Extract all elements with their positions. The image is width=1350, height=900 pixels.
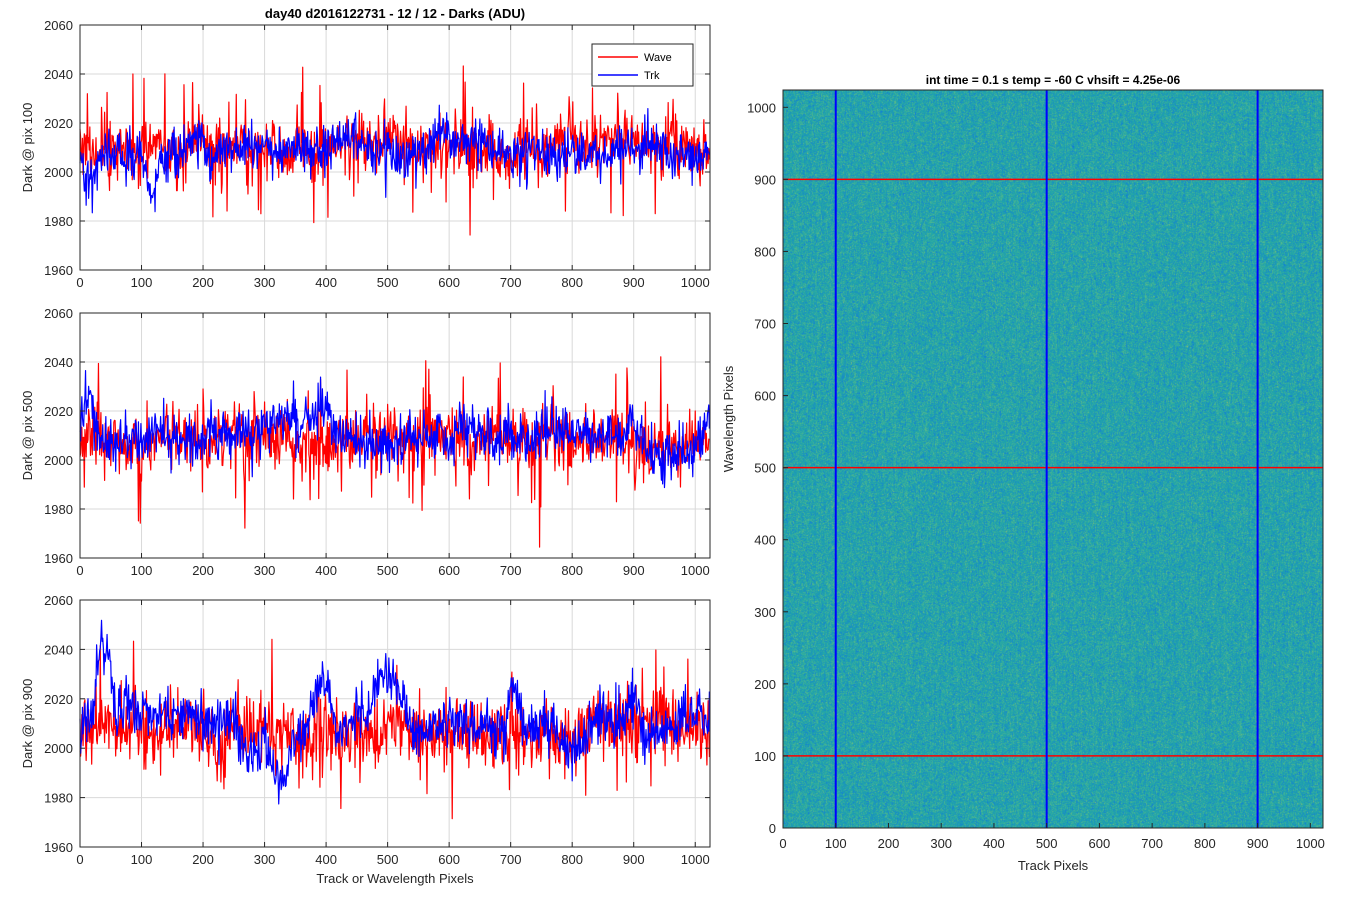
series-trk-line	[79, 370, 710, 489]
panel1-xtick-label: 400	[315, 563, 337, 578]
panel2-ytick-label: 2040	[44, 642, 73, 657]
heatmap-xtick-label: 600	[1089, 836, 1111, 851]
heatmap-xtick-label: 900	[1247, 836, 1269, 851]
panel2-ytick-label: 2060	[44, 593, 73, 608]
panel1-xtick-label: 200	[192, 563, 214, 578]
legend-box	[591, 43, 694, 87]
panel1-ytick-label: 2000	[44, 453, 73, 468]
panel0-xtick-label: 200	[192, 275, 214, 290]
panel1-xtick-label: 800	[561, 563, 583, 578]
legend: Wave Trk	[591, 43, 694, 87]
panel0-xtick-label: 100	[131, 275, 153, 290]
panel0-ytick-label: 2060	[44, 18, 73, 33]
panel0-ylabel: Dark @ pix 100	[20, 103, 35, 193]
panel1-ytick-label: 2060	[44, 306, 73, 321]
panel1-ytick-label: 1960	[44, 551, 73, 566]
heatmap-xtick-label: 800	[1194, 836, 1216, 851]
series-trk-line	[79, 104, 710, 214]
panel2-frame	[79, 599, 711, 848]
heatmap-xtick-label: 1000	[1296, 836, 1325, 851]
heatmap-ytick-label: 900	[754, 172, 776, 187]
heatmap-ytick-label: 1000	[747, 100, 776, 115]
panel1-frame	[79, 312, 711, 559]
heatmap-xtick-label: 100	[825, 836, 847, 851]
panel2-ytick-label: 1980	[44, 791, 73, 806]
panel1-xtick-label: 0	[76, 563, 83, 578]
heatmap-ytick-label: 500	[754, 461, 776, 476]
heatmap-ylabel: Wavelength Pixels	[721, 365, 736, 472]
heatmap-xtick-label: 300	[930, 836, 952, 851]
panel0-xtick-label: 600	[438, 275, 460, 290]
heatmap-ytick-label: 200	[754, 677, 776, 692]
panel2-ytick-label: 1960	[44, 840, 73, 855]
panel1-ytick-label: 1980	[44, 502, 73, 517]
line-chart-pix-900: 0 100 200 300 400 500 600 700 800 900 1000 1960 1980…	[20, 593, 711, 886]
panel0-xtick-label: 700	[500, 275, 522, 290]
panel2-ytick-label: 2000	[44, 741, 73, 756]
panel2-xtick-label: 600	[438, 852, 460, 867]
panel2-xtick-label: 800	[561, 852, 583, 867]
panel0-xtick-label: 300	[254, 275, 276, 290]
panel0-xtick-label: 0	[76, 275, 83, 290]
line-chart-pix-500: 0 100 200 300 400 500 600 700 800 900 1000 1960 1980…	[20, 306, 711, 578]
panel0-xtick-label: 500	[377, 275, 399, 290]
heatmap-ytick-label: 100	[754, 749, 776, 764]
panel0-xtick-label: 900	[623, 275, 645, 290]
panel0-frame	[79, 24, 711, 271]
heatmap-xtick-label: 700	[1141, 836, 1163, 851]
panel2-xtick-label: 200	[192, 852, 214, 867]
panel1-xtick-label: 500	[377, 563, 399, 578]
panel0-xtick-label: 800	[561, 275, 583, 290]
panel0-ytick-label: 1980	[44, 214, 73, 229]
panel1-ytick-label: 2020	[44, 404, 73, 419]
panel2-xlabel: Track or Wavelength Pixels	[316, 871, 474, 886]
panel1-ylabel: Dark @ pix 500	[20, 391, 35, 481]
panel2-ylabel: Dark @ pix 900	[20, 679, 35, 769]
heatmap-ytick-label: 0	[769, 821, 776, 836]
heatmap-ytick-label: 400	[754, 533, 776, 548]
heatmap-ytick-label: 300	[754, 605, 776, 620]
heatmap-xtick-label: 400	[983, 836, 1005, 851]
panel0-xtick-label: 400	[315, 275, 337, 290]
panel2-xtick-label: 0	[76, 852, 83, 867]
heatmap-xtick-label: 0	[779, 836, 786, 851]
panel0-xtick-label: 1000	[681, 275, 710, 290]
heatmap-ytick-label: 700	[754, 317, 776, 332]
legend-label-trk: Trk	[644, 70, 660, 82]
panel1-xtick-label: 1000	[681, 563, 710, 578]
series-wave-line	[79, 356, 710, 548]
series-trk-line	[79, 619, 710, 805]
heatmap-frame	[782, 89, 1324, 829]
panel0-ytick-label: 1960	[44, 263, 73, 278]
heatmap-xtick-label: 200	[878, 836, 900, 851]
panel1-xtick-label: 300	[254, 563, 276, 578]
heatmap-xlabel: Track Pixels	[1018, 858, 1089, 873]
panel2-xtick-label: 100	[131, 852, 153, 867]
panel1-ytick-label: 2040	[44, 355, 73, 370]
heatmap-image	[783, 90, 1323, 828]
heatmap-chart: 0 100 200 300 400 500 600 700 800 900 1000 0 100 200 3…	[721, 73, 1325, 873]
panel0-ytick-label: 2040	[44, 67, 73, 82]
panel1-xtick-label: 900	[623, 563, 645, 578]
panel2-ytick-label: 2020	[44, 692, 73, 707]
legend-label-wave: Wave	[644, 52, 672, 64]
heatmap-ytick-label: 800	[754, 244, 776, 259]
figure-title: day40 d2016122731 - 12 / 12 - Darks (ADU…	[265, 6, 525, 21]
panel0-ytick-label: 2000	[44, 165, 73, 180]
heatmap-title: int time = 0.1 s temp = -60 C vhsift = 4…	[926, 73, 1181, 87]
panel2-xtick-label: 400	[315, 852, 337, 867]
panel2-xtick-label: 300	[254, 852, 276, 867]
panel2-xtick-label: 900	[623, 852, 645, 867]
panel0-ytick-label: 2020	[44, 116, 73, 131]
panel2-xtick-label: 500	[377, 852, 399, 867]
line-chart-pix-100: 0 100 200 300 400 500 600 700 800 900 1000 1960 1980…	[20, 18, 711, 290]
panel2-xtick-label: 700	[500, 852, 522, 867]
heatmap-xtick-label: 500	[1036, 836, 1058, 851]
panel1-xtick-label: 700	[500, 563, 522, 578]
panel1-xtick-label: 100	[131, 563, 153, 578]
panel2-xtick-label: 1000	[681, 852, 710, 867]
heatmap-ytick-label: 600	[754, 389, 776, 404]
panel1-xtick-label: 600	[438, 563, 460, 578]
